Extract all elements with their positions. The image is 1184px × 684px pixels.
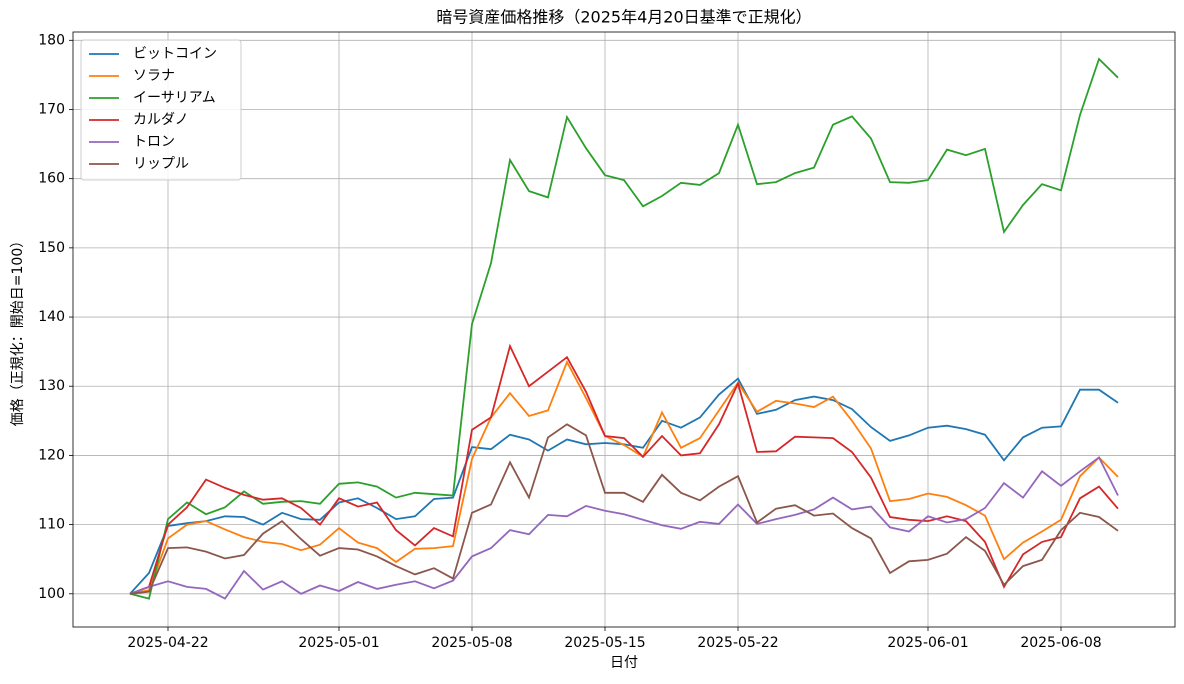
- legend-box: [80, 39, 242, 181]
- x-tick-label: 2025-05-15: [564, 635, 645, 651]
- y-axis-label: 価格（正規化：開始日=100）: [10, 234, 26, 426]
- x-tick-label: 2025-05-01: [298, 635, 379, 651]
- legend-label: トロン: [133, 134, 175, 150]
- x-tick-label: 2025-05-22: [697, 635, 778, 651]
- legend-label: イーサリアム: [133, 90, 216, 106]
- x-tick-label: 2025-05-08: [431, 635, 512, 651]
- line-series: [129, 359, 1119, 595]
- x-tick-label: 2025-06-01: [887, 635, 968, 651]
- y-tick-label: 170: [38, 101, 65, 117]
- x-axis-label: 日付: [610, 655, 638, 671]
- chart-title: 暗号資産価格推移（2025年4月20日基準で正規化）: [436, 8, 811, 27]
- legend-label: ソラナ: [133, 68, 175, 84]
- plot-frame: [72, 31, 1176, 628]
- y-tick-label: 180: [38, 32, 65, 48]
- line-series: [129, 377, 1119, 595]
- y-tick-label: 130: [38, 378, 65, 394]
- legend-label: カルダノ: [133, 112, 189, 128]
- x-tick-label: 2025-06-08: [1020, 635, 1101, 651]
- x-tick-label: 2025-04-22: [127, 635, 208, 651]
- y-tick-label: 120: [38, 447, 65, 463]
- line-series: [129, 456, 1119, 600]
- line-series: [129, 423, 1119, 595]
- y-tick-label: 160: [38, 171, 65, 187]
- y-tick-label: 100: [38, 586, 65, 602]
- y-tick-label: 150: [38, 240, 65, 256]
- line-series: [129, 57, 1119, 600]
- legend-label: ビットコイン: [133, 46, 217, 62]
- y-tick-label: 140: [38, 309, 65, 325]
- legend-label: リップル: [133, 156, 189, 172]
- line-series: [129, 343, 1119, 595]
- y-tick-label: 110: [38, 517, 65, 533]
